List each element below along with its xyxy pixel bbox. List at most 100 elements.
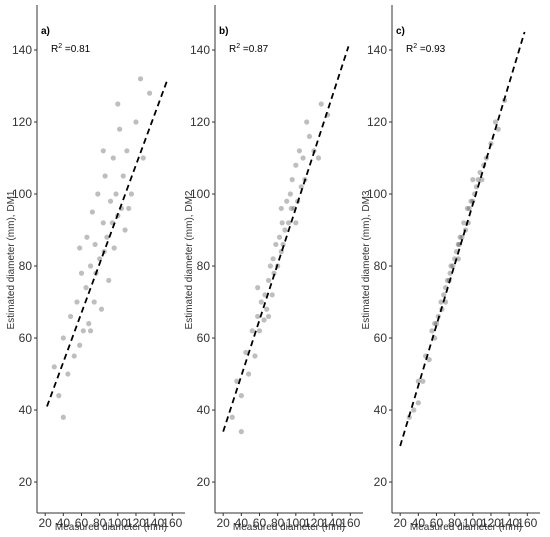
point (115, 101, 121, 107)
panel-label: a) (41, 26, 50, 37)
x-tick-label: 160 (340, 516, 360, 530)
point (98, 306, 105, 312)
point (234, 378, 240, 384)
x-tick-label: 140 (499, 516, 519, 530)
point (415, 400, 421, 406)
annotation: R2 =0.87 (229, 43, 269, 55)
x-axis-label: Measured diameter (mm) (410, 522, 522, 533)
point (265, 313, 272, 320)
point (107, 198, 114, 204)
point (276, 234, 283, 240)
y-tick-label: 60 (374, 331, 388, 345)
y-tick-label: 20 (19, 475, 33, 489)
point (455, 256, 461, 262)
x-tick-label: 140 (322, 516, 342, 530)
x-tick-label: 140 (144, 516, 164, 530)
x-tick-label: 100 (108, 516, 128, 530)
point (315, 155, 322, 161)
point (300, 155, 306, 161)
x-tick-label: 20 (38, 516, 52, 530)
point (468, 198, 474, 204)
point (71, 353, 77, 359)
point (133, 119, 139, 125)
point (252, 353, 258, 359)
point (284, 198, 290, 204)
panel-label: b) (219, 26, 228, 37)
point (245, 371, 252, 377)
x-tick-label: 60 (430, 516, 444, 530)
point (271, 270, 277, 276)
point (111, 245, 117, 251)
point (256, 328, 263, 334)
point (122, 227, 128, 233)
annotation-text: =0.93 (417, 44, 446, 55)
x-tick-label: 60 (75, 516, 89, 530)
point (433, 321, 440, 327)
point (84, 234, 90, 240)
point (78, 270, 85, 276)
y-tick-label: 100 (367, 187, 387, 201)
y-tick-label: 140 (12, 43, 32, 57)
x-axis-label: Measured diameter (mm) (55, 522, 167, 533)
point (128, 191, 135, 197)
point (278, 205, 284, 212)
point (288, 205, 294, 212)
point (318, 101, 324, 107)
y-tick-label: 40 (374, 403, 388, 417)
annotation-sup: 2 (413, 43, 417, 50)
point (255, 285, 261, 291)
point (229, 414, 235, 420)
point (426, 357, 432, 363)
y-tick-label: 40 (197, 403, 211, 417)
point (255, 313, 261, 320)
y-tick-label: 80 (374, 259, 388, 273)
point (104, 234, 110, 240)
point (267, 263, 273, 269)
point (102, 173, 108, 179)
point (450, 263, 456, 269)
point (495, 126, 501, 132)
fit-line (399, 31, 526, 447)
y-tick-label: 120 (12, 115, 32, 129)
point (411, 407, 417, 413)
point (306, 133, 313, 140)
point (448, 263, 454, 269)
x-tick-label: 80 (271, 516, 285, 530)
point (77, 342, 83, 348)
point (287, 191, 293, 197)
point (298, 184, 304, 190)
x-tick-label: 80 (448, 516, 462, 530)
y-tick-label: 140 (190, 43, 210, 57)
point (415, 378, 421, 384)
point (243, 349, 249, 356)
point (87, 263, 94, 269)
point (110, 155, 116, 161)
point (113, 191, 119, 197)
y-tick-label: 60 (197, 331, 211, 345)
point (100, 148, 106, 154)
point (457, 234, 463, 240)
point (124, 148, 130, 154)
x-tick-label: 120 (304, 516, 324, 530)
x-tick-label: 100 (463, 516, 483, 530)
x-tick-label: 40 (412, 516, 426, 530)
point (447, 270, 453, 276)
y-tick-label: 60 (19, 331, 33, 345)
point (475, 177, 481, 183)
point (265, 277, 272, 284)
point (80, 328, 86, 334)
point (89, 209, 95, 215)
y-tick-label: 120 (190, 115, 210, 129)
point (429, 328, 435, 334)
point (304, 119, 310, 125)
x-tick-label: 40 (57, 516, 71, 530)
point (432, 321, 438, 327)
point (146, 90, 153, 96)
point (67, 313, 74, 320)
x-tick-label: 80 (93, 516, 107, 530)
point (140, 155, 146, 161)
point (293, 220, 299, 226)
